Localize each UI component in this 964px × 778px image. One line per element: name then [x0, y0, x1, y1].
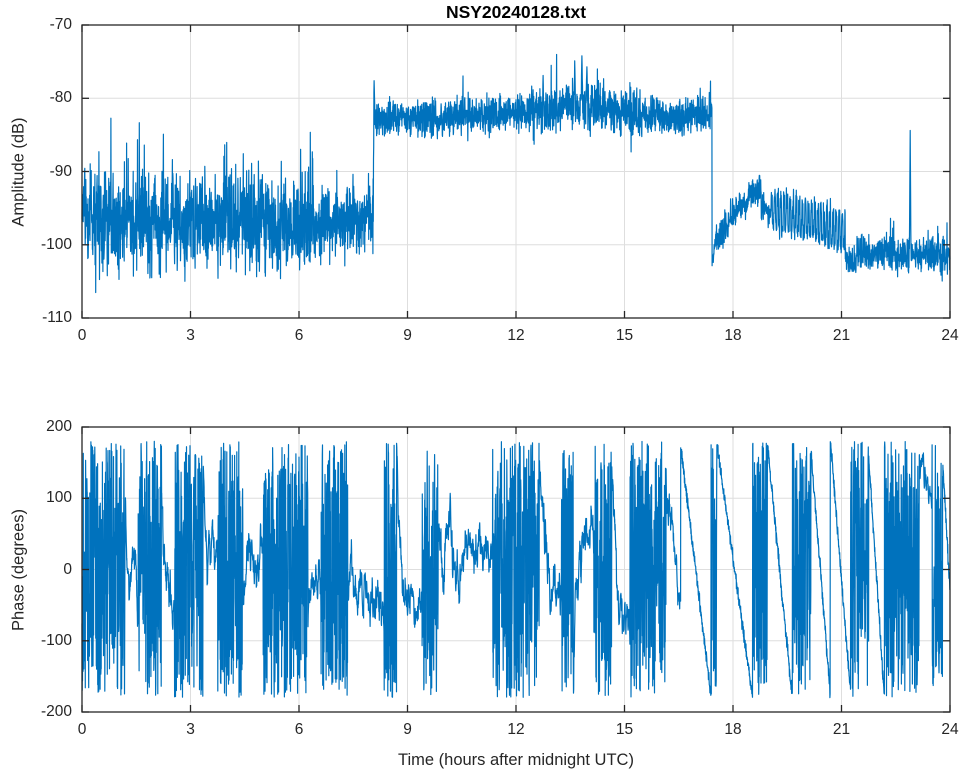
phase-y-tick-label: -200: [40, 703, 72, 720]
amplitude-x-tick-label: 3: [186, 327, 195, 344]
phase-y-tick-label: 100: [46, 489, 72, 507]
amplitude-x-tick-label: 15: [615, 327, 634, 344]
phase-y-tick-label: 200: [46, 418, 72, 435]
amplitude-x-tick-label: 9: [403, 327, 412, 344]
amplitude-series-line: [81, 53, 951, 294]
amplitude-y-tick-label: -90: [49, 162, 72, 180]
phase-y-tick-label: -100: [40, 631, 72, 649]
amplitude-y-tick-label: -80: [49, 89, 72, 107]
amplitude-x-tick-label: 12: [507, 327, 525, 344]
phase-x-tick-label: 9: [403, 721, 412, 738]
x-axis-label: Time (hours after midnight UTC): [398, 751, 634, 769]
amplitude-subplot: [81, 24, 951, 319]
amplitude-axes-box: [81, 24, 951, 319]
amplitude-x-tick-label: 18: [724, 327, 742, 344]
amplitude-x-tick-label: 24: [941, 327, 959, 344]
phase-x-tick-label: 3: [186, 721, 195, 738]
amplitude-y-tick-label: -100: [40, 235, 72, 253]
phase-subplot: [81, 426, 951, 713]
phase-x-tick-label: 12: [507, 721, 525, 738]
amplitude-y-tick-label: -70: [49, 16, 72, 33]
phase-axes-box: [81, 426, 951, 713]
phase-x-tick-label: 18: [724, 721, 742, 738]
amplitude-x-tick-label: 21: [832, 327, 851, 344]
phase-x-tick-label: 6: [294, 721, 304, 738]
amplitude-x-tick-label: 6: [294, 327, 304, 344]
phase-x-tick-label: 21: [832, 721, 851, 738]
phase-x-tick-label: 24: [941, 721, 959, 738]
amplitude-grid: [81, 24, 951, 319]
phase-series-line: [81, 440, 951, 699]
figure-title: NSY20240128.txt: [445, 2, 587, 22]
phase-x-tick-label: 0: [77, 721, 87, 738]
amplitude-x-tick-label: 0: [77, 327, 87, 344]
phase-x-tick-label: 15: [615, 721, 634, 738]
amplitude-y-tick-label: -110: [42, 309, 72, 326]
phase-y-tick-label: 0: [63, 560, 72, 578]
